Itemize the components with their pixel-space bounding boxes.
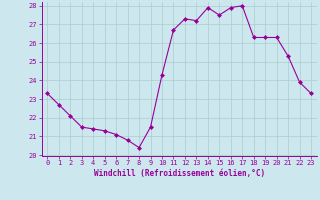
X-axis label: Windchill (Refroidissement éolien,°C): Windchill (Refroidissement éolien,°C) bbox=[94, 169, 265, 178]
